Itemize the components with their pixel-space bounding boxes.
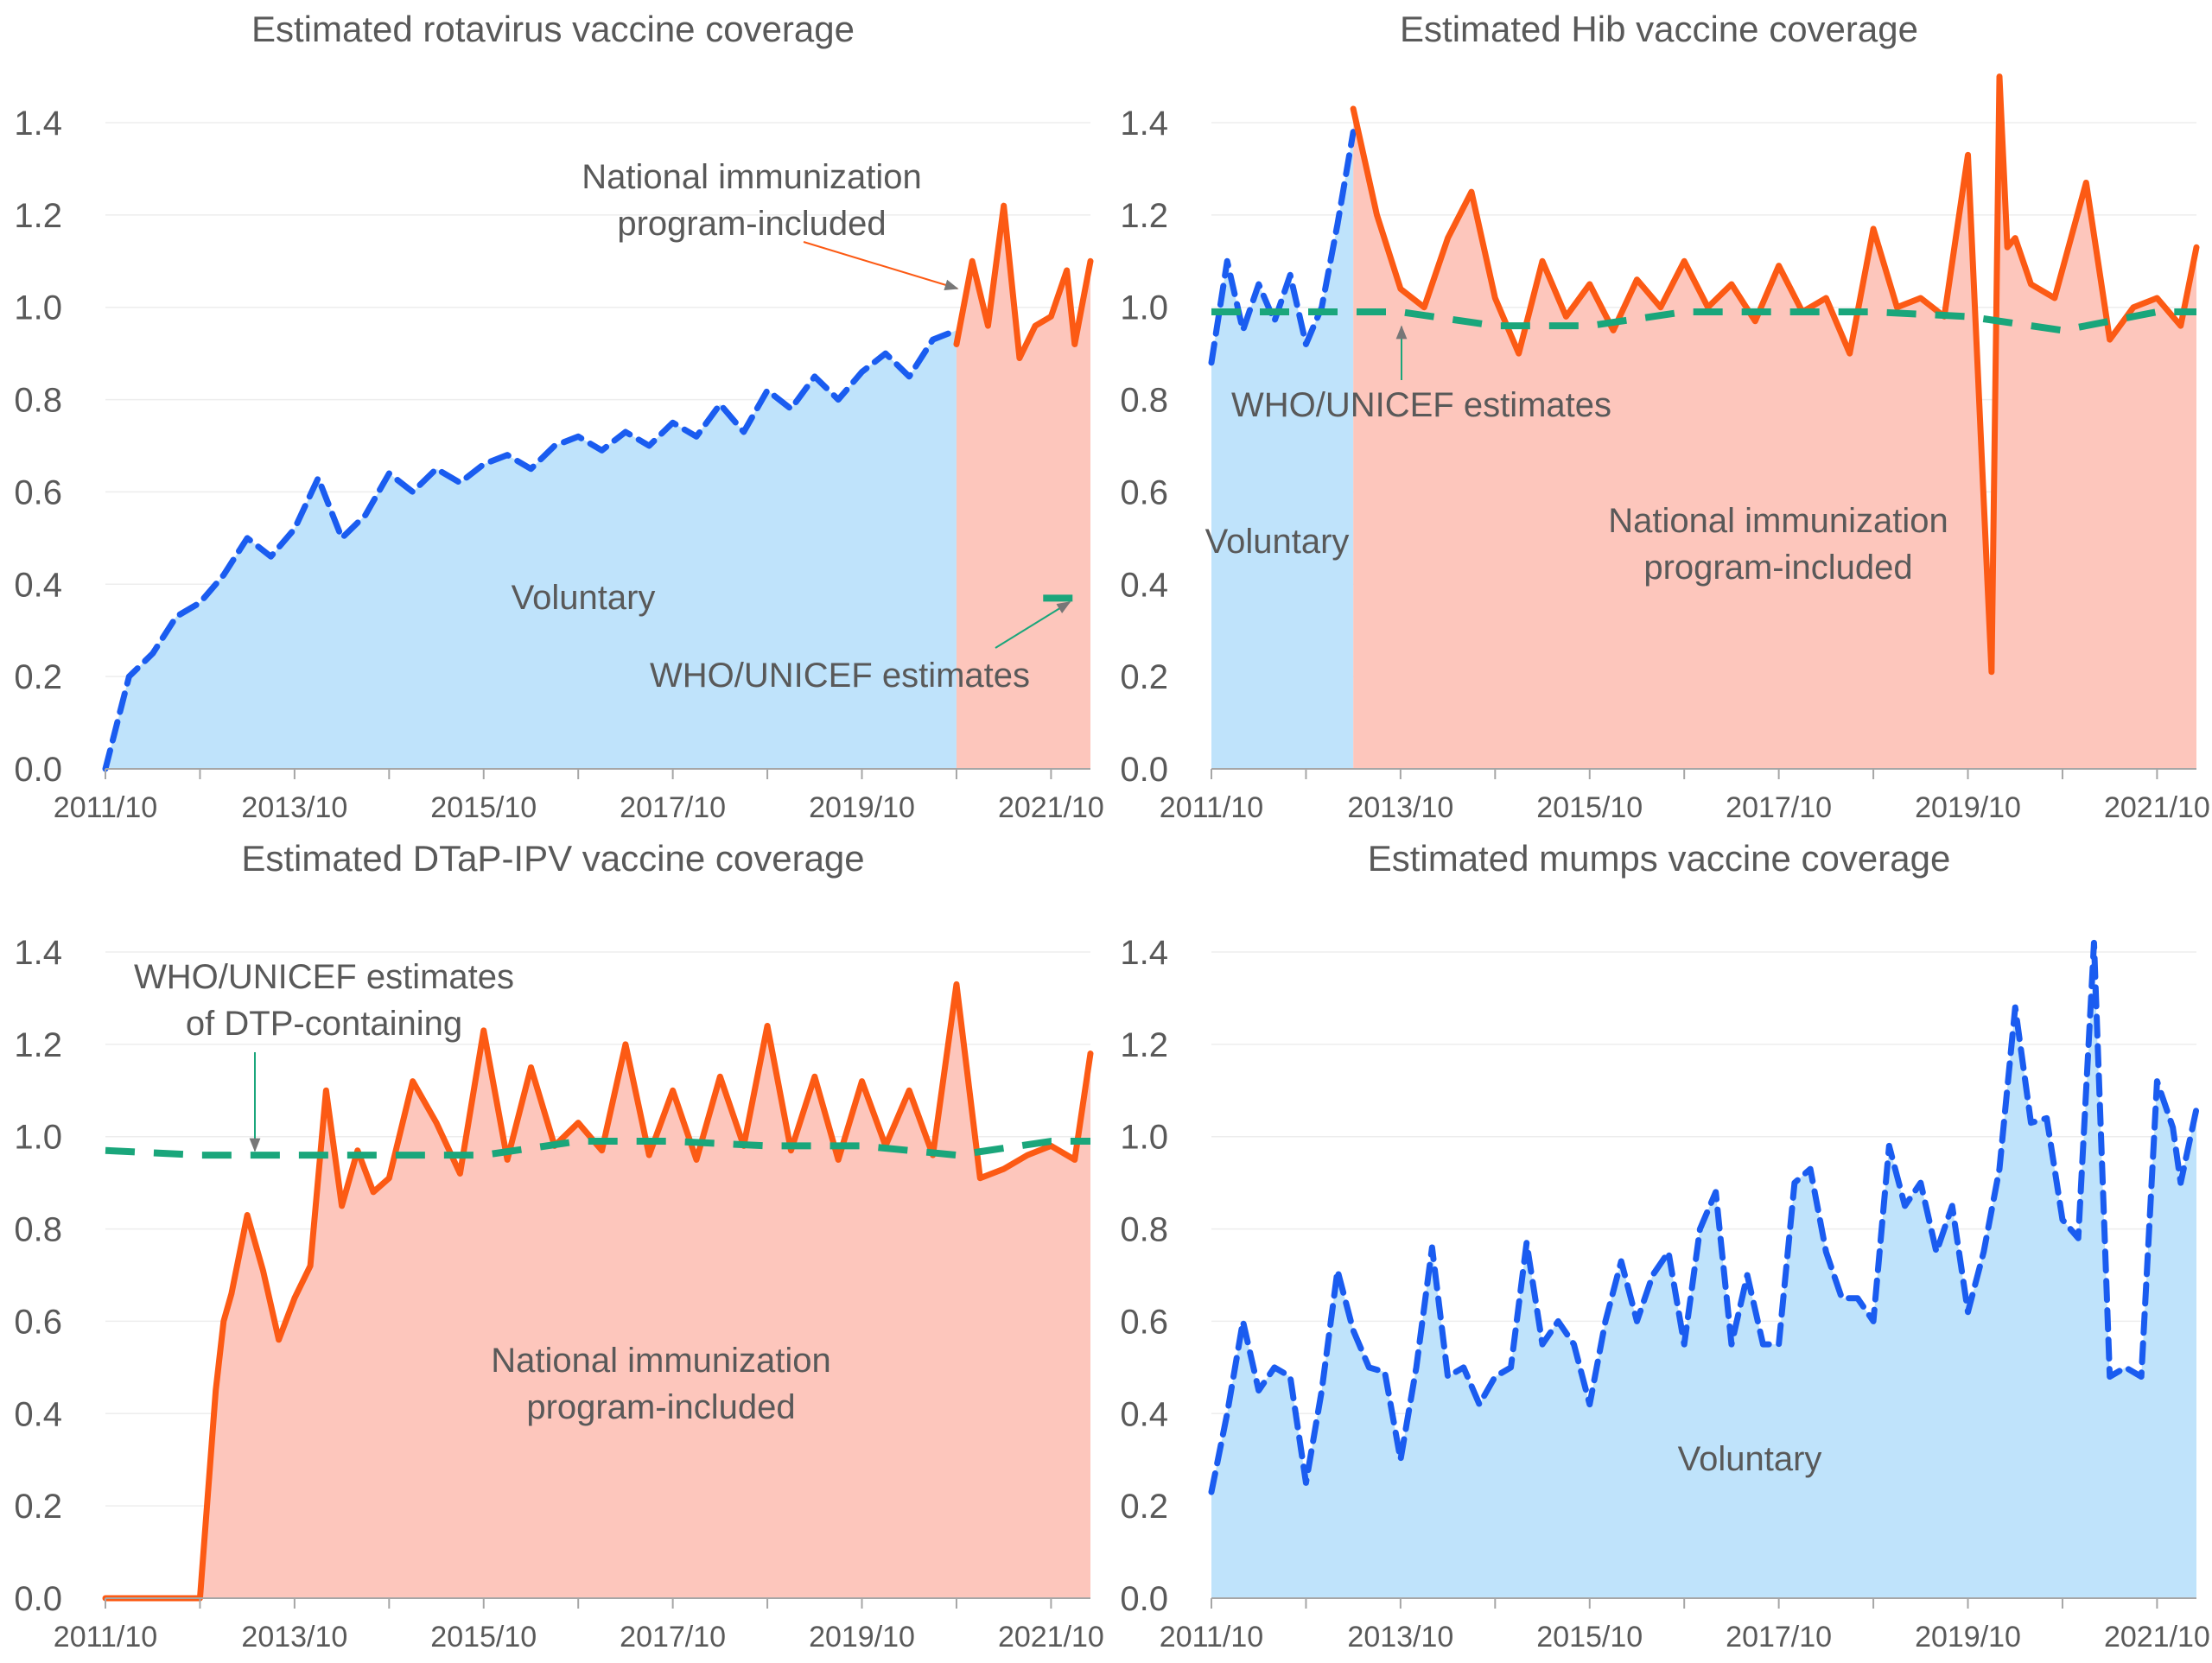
annotation-label: National immunization [582,158,922,196]
chart-panel-4: 0.0 0.2 0.4 0.6 0.8 1.0 1.2 1.4 2011/10 2013/10 20… [1120,838,2209,1653]
y-tick-label: 0.2 [14,1488,62,1526]
x-tick-label: 2017/10 [620,791,726,824]
y-tick-label: 0.6 [1120,473,1168,511]
annotation-label: WHO/UNICEF estimates [650,657,1030,695]
x-tick-label: 2019/10 [1915,791,2021,824]
y-tick-label: 0.4 [14,566,62,604]
y-tick-label: 0.4 [1120,1395,1168,1433]
annotation-label: WHO/UNICEF estimates [134,958,514,996]
y-tick-label: 0.0 [1120,751,1168,789]
x-tick-label: 2017/10 [1726,1621,1832,1653]
x-tick-label: 2019/10 [809,791,915,824]
x-tick-label: 2011/10 [54,791,157,824]
y-tick-label: 1.4 [14,934,62,972]
x-tick-label: 2013/10 [241,1621,347,1653]
y-tick-label: 1.2 [1120,197,1168,235]
y-tick-label: 0.4 [14,1395,62,1433]
x-tick-label: 2013/10 [241,791,347,824]
x-tick-label: 2017/10 [1726,791,1832,824]
y-tick-label: 1.0 [14,1119,62,1157]
y-tick-label: 0.0 [14,751,62,789]
x-tick-label: 2013/10 [1347,791,1453,824]
chart-panel-2: 0.0 0.2 0.4 0.6 0.8 1.0 1.2 1.4 2011/10 2013/10 20… [1120,9,2209,824]
x-tick-label: 2021/10 [998,791,1104,824]
annotation-label: program-included [526,1388,795,1426]
y-tick-label: 1.4 [1120,934,1168,972]
annotation-leader [804,242,957,289]
x-tick-label: 2011/10 [1160,1621,1263,1653]
x-tick-label: 2021/10 [2104,791,2210,824]
x-tick-label: 2019/10 [1915,1621,2021,1653]
x-tick-label: 2013/10 [1347,1621,1453,1653]
x-tick-label: 2015/10 [1536,791,1643,824]
y-tick-label: 1.0 [1120,1119,1168,1157]
y-tick-label: 0.2 [1120,1488,1168,1526]
shading-voluntary [105,330,957,769]
y-tick-label: 0.0 [1120,1580,1168,1618]
y-tick-label: 0.6 [1120,1303,1168,1341]
y-tick-label: 0.8 [1120,382,1168,420]
chart-panel-1: 0.0 0.2 0.4 0.6 0.8 1.0 1.2 1.4 2011/10 2013/10 20… [14,9,1103,824]
y-tick-label: 0.8 [14,382,62,420]
annotation-label: National immunization [491,1342,831,1380]
y-tick-label: 1.4 [14,105,62,143]
x-tick-label: 2021/10 [2104,1621,2210,1653]
x-tick-label: 2021/10 [998,1621,1104,1653]
annotation-label: program-included [617,205,886,243]
shading-voluntary [1211,132,1353,769]
x-tick-label: 2017/10 [620,1621,726,1653]
annotation-label: Voluntary [1205,523,1350,561]
y-tick-label: 1.0 [14,289,62,327]
y-tick-label: 0.6 [14,473,62,511]
y-tick-label: 1.0 [1120,289,1168,327]
annotation-label: WHO/UNICEF estimates [1231,386,1611,424]
y-tick-label: 0.2 [14,658,62,696]
chart-panel-3: 0.0 0.2 0.4 0.6 0.8 1.0 1.2 1.4 2011/10 2013/10 20… [14,838,1103,1653]
x-tick-label: 2015/10 [430,1621,537,1653]
shading-voluntary [1211,952,2196,1598]
y-tick-label: 1.2 [14,1026,62,1064]
y-tick-label: 0.8 [14,1211,62,1249]
y-tick-label: 0.6 [14,1303,62,1341]
y-tick-label: 0.4 [1120,566,1168,604]
x-tick-label: 2019/10 [809,1621,915,1653]
y-tick-label: 0.8 [1120,1211,1168,1249]
y-tick-label: 1.2 [14,197,62,235]
y-tick-label: 0.2 [1120,658,1168,696]
y-tick-label: 0.0 [14,1580,62,1618]
chart-title: Estimated rotavirus vaccine coverage [251,9,855,49]
y-tick-label: 1.2 [1120,1026,1168,1064]
x-tick-label: 2015/10 [430,791,537,824]
annotation-label: of DTP-containing [186,1005,462,1043]
x-tick-label: 2011/10 [54,1621,157,1653]
annotation-label: program-included [1643,549,1912,587]
chart-title: Estimated Hib vaccine coverage [1400,9,1918,49]
annotation-label: Voluntary [512,579,656,617]
annotation-label: National immunization [1608,502,1948,540]
annotation-label: Voluntary [1678,1440,1822,1478]
x-tick-label: 2011/10 [1160,791,1263,824]
x-tick-label: 2015/10 [1536,1621,1643,1653]
chart-title: Estimated DTaP-IPV vaccine coverage [241,838,864,879]
chart-title: Estimated mumps vaccine coverage [1368,838,1951,879]
y-tick-label: 1.4 [1120,105,1168,143]
